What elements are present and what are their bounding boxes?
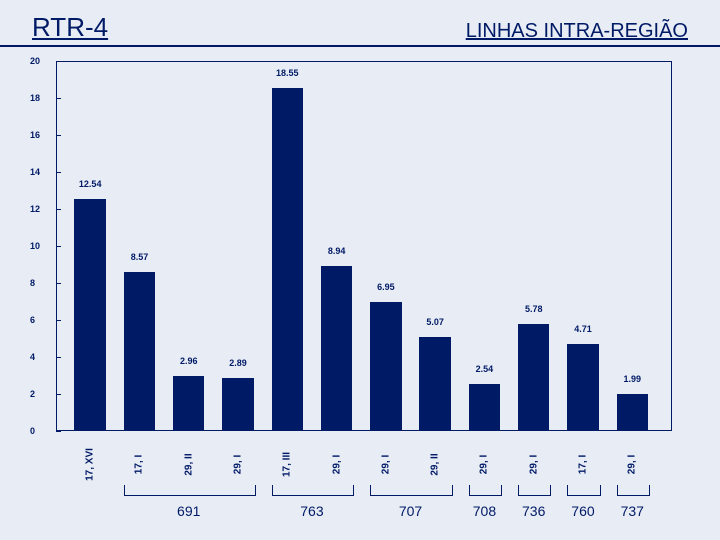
bar [173,376,204,431]
bar-value-label: 5.07 [426,317,444,327]
group-label: 691 [177,503,200,519]
bar-value-label: 6.95 [377,282,395,292]
bar-value-label: 18.55 [276,68,299,78]
ytick: 4 [30,352,35,362]
bar-value-label: 8.57 [131,252,149,262]
bar-value-label: 8.94 [328,246,346,256]
bar [370,302,401,431]
group-label: 763 [300,503,323,519]
bar-value-label: 2.54 [476,364,494,374]
x-category-label: 29, I [380,455,391,474]
group-bracket [567,485,600,496]
group-label: 737 [621,503,644,519]
ytick: 10 [30,241,40,251]
title-right: LINHAS INTRA-REGIÃO [466,20,688,43]
bar [321,266,352,431]
x-category-label: 17, III [282,452,293,477]
bar-value-label: 5.78 [525,304,543,314]
header: RTR-4 LINHAS INTRA-REGIÃO [0,0,720,47]
group-bracket [469,485,502,496]
chart-area: 12.54 8.57 2.96 2.89 18.55 8.94 6.95 5.07 2.54 5.… [56,61,672,431]
title-left: RTR-4 [32,12,108,43]
ytick: 6 [30,315,35,325]
x-category-label: 17, I [134,455,145,474]
x-category-label: 17, I [577,455,588,474]
bar-value-label: 2.96 [180,356,198,366]
ytick: 16 [30,130,40,140]
bars-layer: 12.54 8.57 2.96 2.89 18.55 8.94 6.95 5.07 2.54 5.… [56,61,672,431]
bar [518,324,549,431]
bar [617,394,648,431]
group-label: 760 [571,503,594,519]
x-category-label: 29, I [528,455,539,474]
xlabels-layer: 17, XVI 17, I 29, II 29, I 17, III 29, I 29, I… [56,431,672,489]
ytick: 14 [30,167,40,177]
x-category-label: 29, I [233,455,244,474]
group-bracket [370,485,453,496]
group-bracket [272,485,355,496]
x-category-label: 29, II [183,453,194,475]
x-category-label: 29, I [479,455,490,474]
ytick: 0 [30,426,35,436]
bar-value-label: 2.89 [229,358,247,368]
ytick: 18 [30,93,40,103]
bar [567,344,598,431]
group-label: 707 [399,503,422,519]
bar-value-label: 4.71 [574,324,592,334]
group-bracket [518,485,551,496]
x-category-label: 29, I [331,455,342,474]
group-bracket [124,485,256,496]
group-label: 736 [522,503,545,519]
bar [469,384,500,431]
group-bracket [617,485,650,496]
x-category-label: 17, XVI [85,448,96,481]
bar [272,88,303,431]
bar [124,272,155,431]
bar [419,337,450,431]
groups-layer: 691 763 707 708 736 760 737 [56,485,672,535]
bar [222,378,253,431]
x-category-label: 29, II [430,453,441,475]
x-category-label: 29, I [627,455,638,474]
bar [74,199,105,431]
group-label: 708 [473,503,496,519]
bar-value-label: 1.99 [624,374,642,384]
bar-value-label: 12.54 [79,179,102,189]
ytick: 12 [30,204,40,214]
ytick: 20 [30,56,40,66]
ytick: 8 [30,278,35,288]
ytick: 2 [30,389,35,399]
